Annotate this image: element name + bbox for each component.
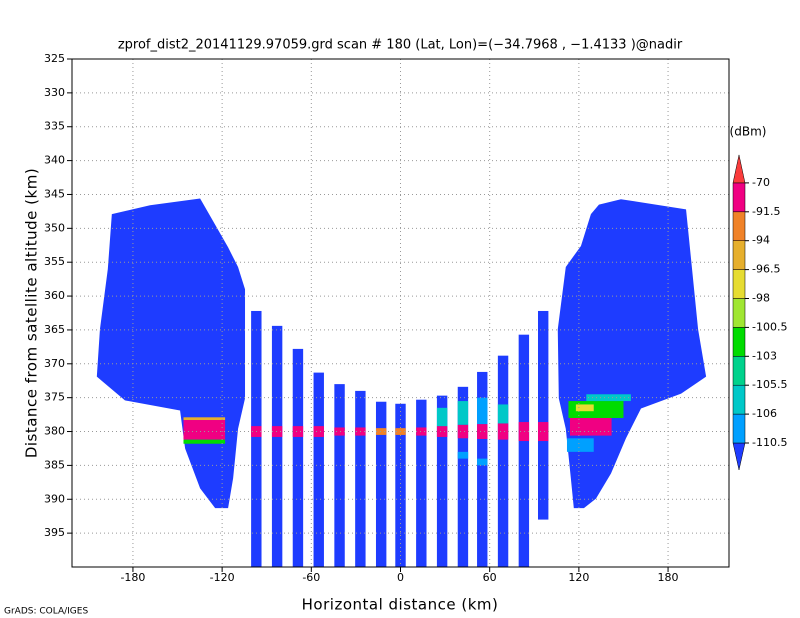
x-tick-label: 120: [568, 571, 589, 584]
chart-title: zprof_dist2_20141129.97059.grd scan # 18…: [118, 38, 683, 53]
x-tick-label: -60: [302, 571, 320, 584]
power-cell: [313, 426, 324, 437]
y-tick-label: 330: [44, 86, 65, 99]
colorbar-swatch: [732, 154, 746, 184]
swath: [557, 199, 707, 509]
colorbar-swatch: [732, 211, 746, 241]
y-tick-label: 380: [44, 425, 65, 438]
power-cell: [566, 438, 594, 452]
beam-column: [477, 371, 488, 567]
colorbar-swatch: [732, 327, 746, 357]
x-tick-label: 60: [483, 571, 497, 584]
colorbar-swatch: [732, 298, 746, 328]
colorbar-label: (dBm): [730, 125, 767, 139]
plot-frame: [71, 58, 730, 568]
y-tick-label: 355: [44, 255, 65, 268]
y-tick-label: 335: [44, 120, 65, 133]
power-cell: [436, 426, 448, 437]
x-axis-label: Horizontal distance (km): [302, 596, 499, 614]
power-cell: [477, 424, 488, 439]
y-tick-label: 360: [44, 289, 65, 302]
y-tick-label: 390: [44, 492, 65, 505]
beam-column: [497, 355, 509, 567]
y-tick-label: 385: [44, 458, 65, 471]
colorbar-tick-label: -70: [752, 176, 770, 189]
power-cell: [497, 423, 509, 440]
plot-area: [96, 198, 707, 567]
colorbar-swatch: [732, 182, 746, 213]
colorbar-swatch: [732, 442, 746, 471]
x-tick-label: 180: [658, 571, 679, 584]
power-cell: [537, 422, 549, 442]
power-cell: [183, 420, 226, 440]
beam-column: [375, 401, 387, 567]
power-cell: [477, 458, 488, 466]
colorbar-tick-label: -110.5: [752, 436, 787, 449]
power-cell: [436, 407, 448, 427]
y-tick-label: 350: [44, 221, 65, 234]
y-tick-label: 325: [44, 52, 65, 65]
y-tick-label: 345: [44, 187, 65, 200]
beam-column: [395, 403, 406, 567]
power-cell: [477, 397, 488, 425]
power-cell: [183, 417, 226, 421]
beam-column: [355, 390, 366, 567]
beam-column: [251, 310, 262, 567]
beam-column: [313, 372, 324, 567]
beam-column: [436, 395, 448, 567]
beam-column: [457, 386, 469, 567]
swath: [96, 198, 246, 509]
x-tick-label: -180: [120, 571, 145, 584]
credit: GrADS: COLA/IGES: [4, 607, 88, 617]
colorbar-swatch: [732, 413, 746, 444]
power-cell: [497, 404, 509, 424]
x-tick-label: 0: [397, 571, 404, 584]
power-cell: [183, 439, 226, 444]
y-tick-label: 340: [44, 154, 65, 167]
power-cell: [457, 424, 469, 439]
colorbar-tick-label: -94: [752, 234, 770, 247]
beam-column: [271, 325, 283, 567]
colorbar-tick-label: -106: [752, 407, 777, 420]
colorbar-swatch: [732, 356, 746, 386]
x-tick-label: -120: [210, 571, 235, 584]
colorbar-tick-label: -100.5: [752, 320, 787, 333]
power-cell: [271, 426, 283, 437]
colorbar-tick-label: -105.5: [752, 378, 787, 391]
y-tick-label: 370: [44, 357, 65, 370]
beam-column: [416, 399, 427, 567]
y-axis-label: Distance from satellite altitude (km): [23, 168, 41, 458]
power-cell: [334, 427, 345, 436]
y-tick-label: 365: [44, 323, 65, 336]
power-cell: [457, 451, 469, 459]
power-cell: [416, 427, 427, 436]
colorbar-swatch: [732, 269, 746, 299]
power-cell: [375, 428, 387, 435]
y-tick-label: 375: [44, 391, 65, 404]
power-cell: [518, 422, 530, 442]
power-cell: [575, 404, 594, 412]
colorbar-swatch: [732, 384, 746, 415]
colorbar-tick-label: -98: [752, 292, 770, 305]
colorbar-swatch: [732, 240, 746, 270]
beam-column: [537, 310, 549, 520]
beam-column: [518, 334, 530, 567]
power-cell: [292, 426, 304, 437]
power-cell: [457, 401, 469, 425]
colorbar-tick-label: -103: [752, 349, 777, 362]
beam-column: [334, 384, 345, 567]
colorbar-tick-label: -91.5: [752, 205, 780, 218]
colorbar-tick-label: -96.5: [752, 263, 780, 276]
beam-column: [292, 348, 304, 567]
y-tick-label: 395: [44, 526, 65, 539]
power-cell: [569, 417, 612, 436]
